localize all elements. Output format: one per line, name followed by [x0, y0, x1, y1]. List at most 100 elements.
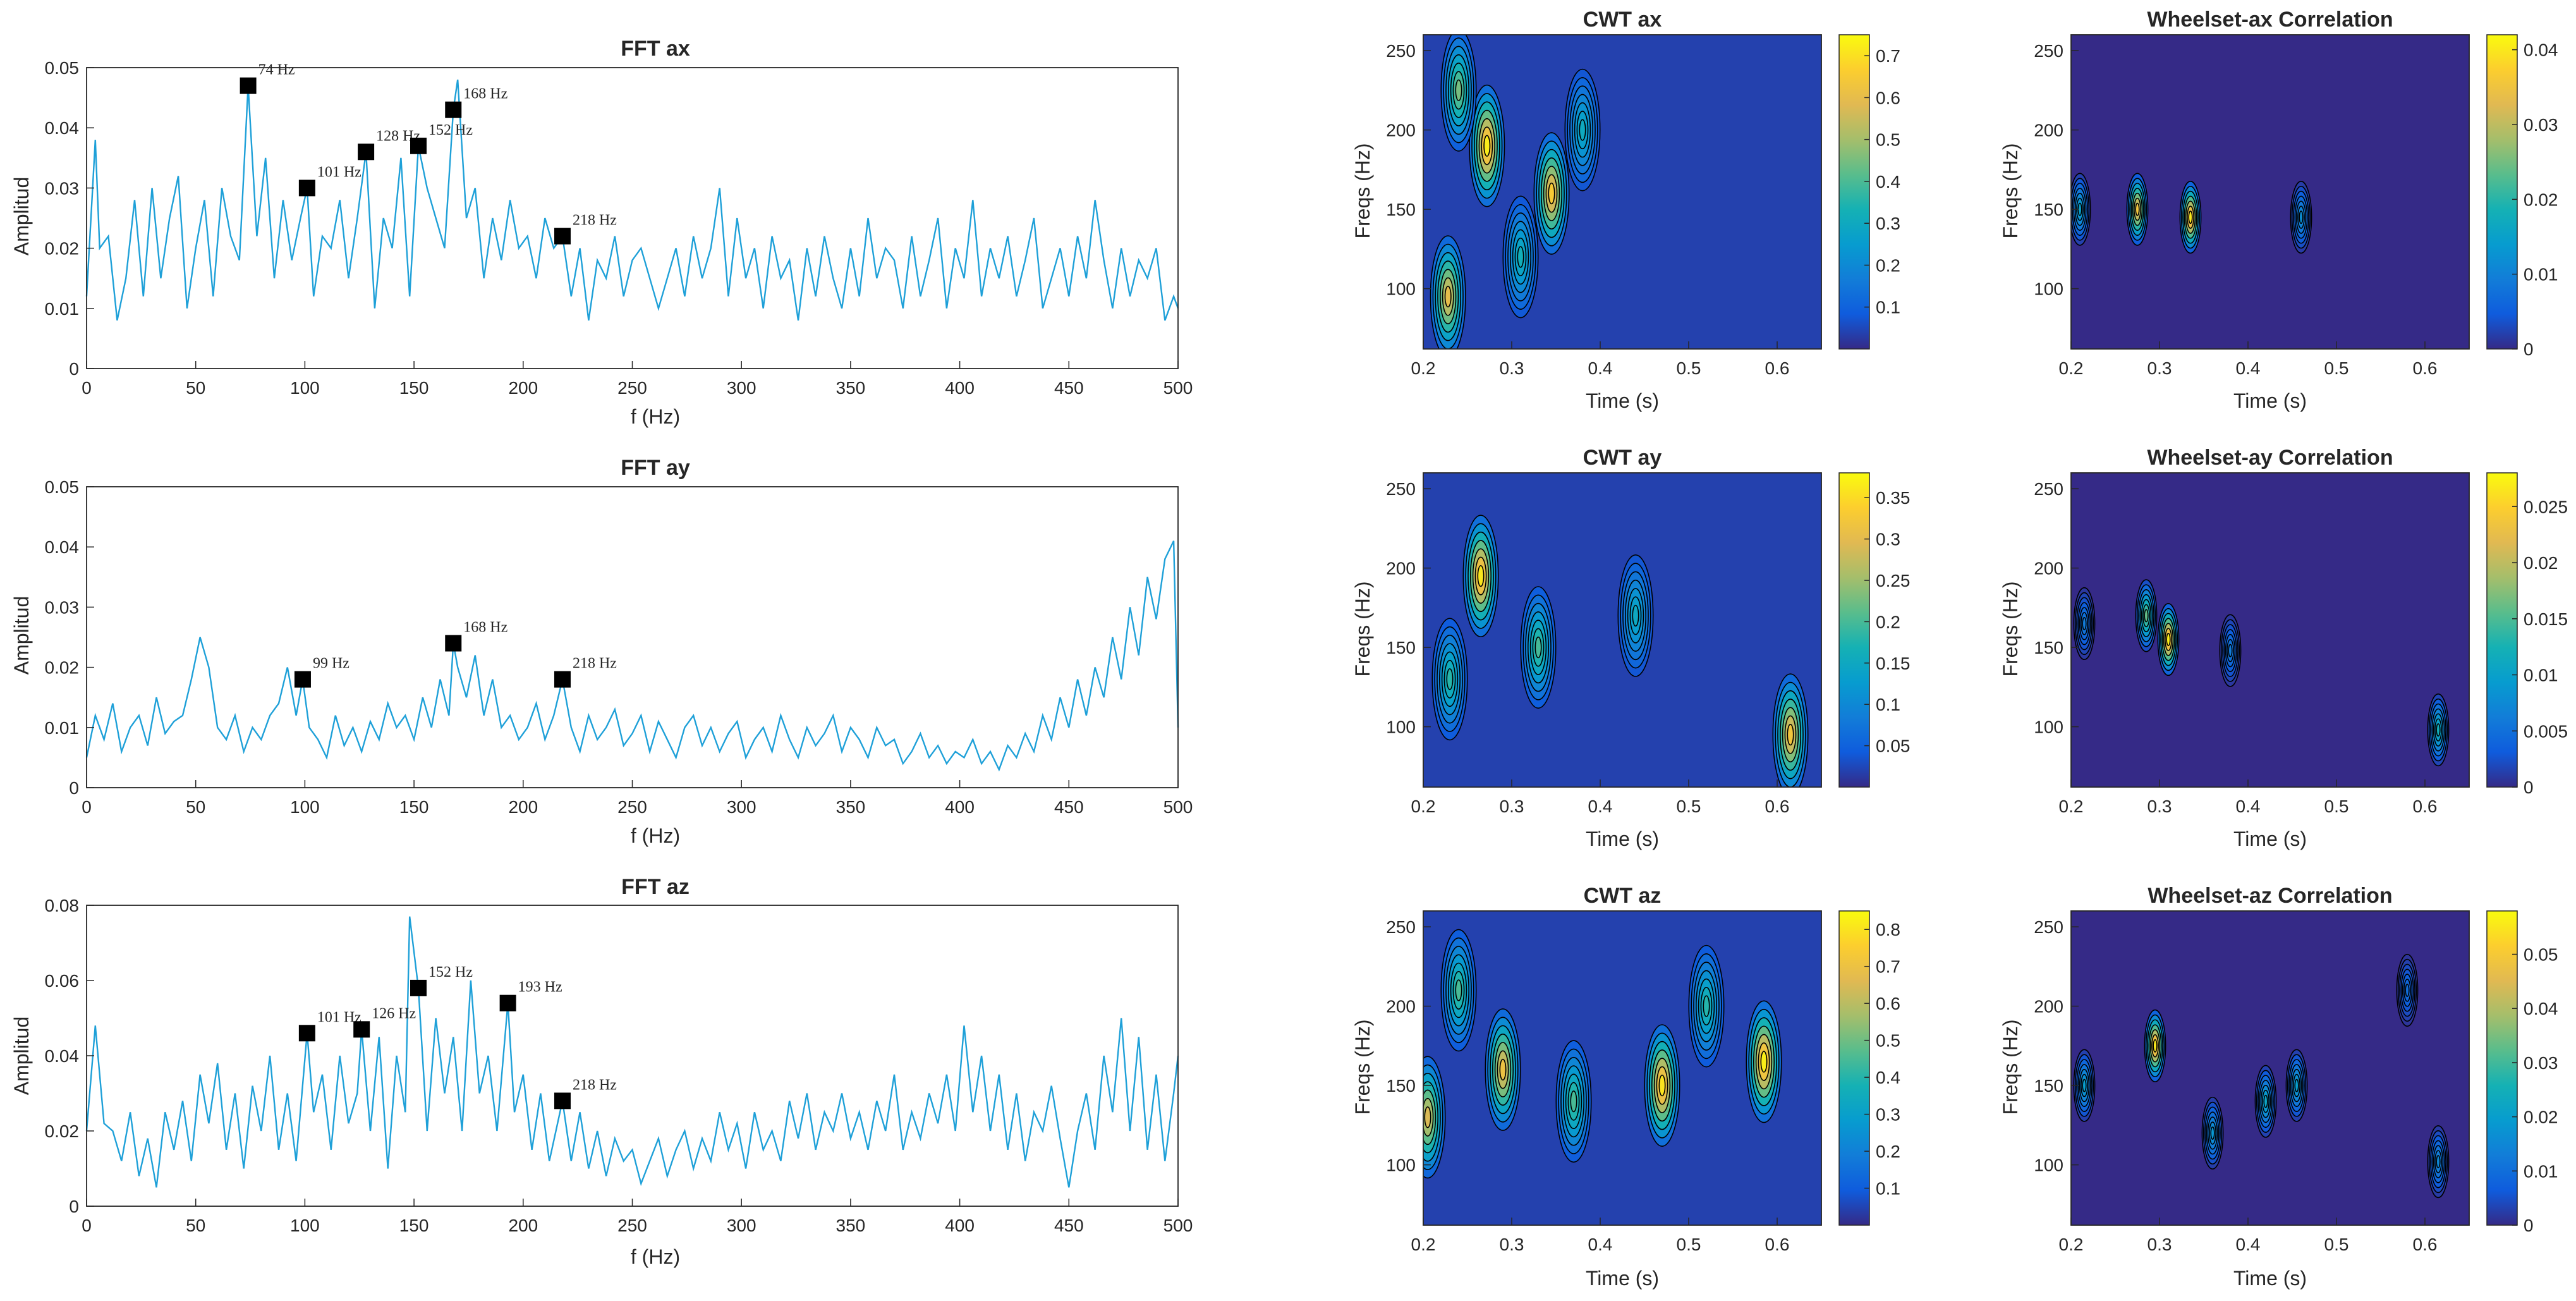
chart-title: Wheelset-az Correlation — [2148, 884, 2392, 908]
x-tick-label: 0.2 — [2059, 1235, 2084, 1254]
x-tick-label: 150 — [399, 797, 429, 817]
peak-marker — [445, 101, 462, 118]
peak-marker — [499, 994, 516, 1011]
contour-level — [1570, 1090, 1577, 1113]
contour-level — [2294, 1078, 2299, 1092]
axes-frame — [1423, 472, 1822, 788]
y-axis-label: Freqs (Hz) — [1999, 1019, 2022, 1115]
y-tick-label: 250 — [1386, 917, 1416, 937]
heatmap-field — [1423, 35, 1821, 349]
x-axis-label: Time (s) — [2233, 389, 2307, 412]
colorbar-tick-label: 0.01 — [2524, 265, 2558, 284]
panel-corr-ax: Wheelset-ax Correlation 0 0.01 0.02 0.03 0.0… — [1999, 8, 2558, 412]
y-axis-label: Freqs (Hz) — [1999, 581, 2022, 676]
y-tick-label: 200 — [2034, 997, 2063, 1017]
colorbar-tick-label: 0.15 — [1876, 654, 1911, 673]
colorbar-tick-label: 0.01 — [2524, 1161, 2558, 1181]
y-tick-label: 0.05 — [45, 477, 80, 497]
x-tick-label: 350 — [836, 378, 866, 398]
x-tick-label: 400 — [945, 378, 975, 398]
y-tick-label: 100 — [2034, 279, 2063, 299]
contour-level — [2153, 1039, 2158, 1053]
plot-area: 0.05 0.1 0.15 0.2 0.25 0.3 0.35 0.2 0.3 0.4 0.5 0.6… — [1386, 472, 1911, 816]
y-tick-label: 0 — [69, 359, 79, 379]
contour-level — [2436, 1155, 2441, 1169]
y-tick-label: 100 — [1386, 1156, 1416, 1175]
contour-level — [1632, 604, 1639, 627]
contour-level — [2188, 211, 2193, 224]
peak-marker — [554, 671, 571, 688]
y-tick-label: 150 — [1386, 200, 1416, 219]
axes-frame — [2070, 472, 2470, 788]
contour-level — [1760, 1051, 1768, 1073]
colorbar-tick-label: 0.005 — [2524, 721, 2568, 741]
colorbar-tick-label: 0.5 — [1876, 130, 1900, 150]
heatmap-field — [2071, 473, 2469, 787]
heatmap-field — [2071, 911, 2469, 1225]
x-tick-label: 250 — [617, 797, 647, 817]
heatmap-background — [2071, 473, 2469, 787]
x-tick-label: 150 — [399, 1216, 429, 1235]
heatmap-field — [1423, 911, 1821, 1225]
x-tick-label: 100 — [290, 797, 320, 817]
colorbar-tick-label: 0.7 — [1876, 46, 1900, 66]
axes-frame — [1423, 34, 1822, 350]
y-tick-label: 100 — [1386, 718, 1416, 737]
y-tick-label: 0.05 — [45, 58, 80, 78]
axes-frame — [2070, 34, 2470, 350]
plot-area: 0 0.01 0.02 0.03 0.04 0.05 0.2 0.3 0.4 0.5 0.6 100 1… — [2034, 910, 2558, 1254]
x-tick-label: 0.6 — [1765, 358, 1790, 378]
y-tick-label: 150 — [2034, 1076, 2063, 1096]
y-tick-label: 0.02 — [45, 658, 80, 678]
contour-level — [2405, 984, 2410, 998]
x-tick-label: 0.3 — [2148, 797, 2172, 816]
chart-title: CWT ay — [1583, 446, 1662, 470]
x-axis-label: f (Hz) — [631, 824, 680, 847]
colorbar-tick-label: 0 — [2524, 339, 2534, 359]
x-tick-label: 200 — [508, 797, 538, 817]
x-tick-label: 200 — [508, 378, 538, 398]
y-tick-label: 0.03 — [45, 597, 80, 617]
x-tick-label: 0.3 — [1500, 797, 1524, 816]
x-tick-label: 0.4 — [2236, 797, 2261, 816]
colorbar-tick-label: 0.35 — [1876, 488, 1911, 508]
x-tick-label: 100 — [290, 378, 320, 398]
x-tick-label: 300 — [727, 797, 756, 817]
colorbar-tick-label: 0.7 — [1876, 957, 1900, 977]
x-tick-label: 0.3 — [1500, 1235, 1524, 1254]
y-tick-label: 150 — [1386, 638, 1416, 657]
colorbar-tick-label: 0.1 — [1876, 298, 1900, 317]
y-tick-label: 100 — [2034, 718, 2063, 737]
panel-cwt-ay: CWT ay 0.050.10.150.20.250.30.350.2 0.3 0.… — [1351, 446, 1911, 850]
x-tick-label: 0.5 — [1677, 797, 1701, 816]
heatmap-field — [1423, 473, 1821, 787]
peak-marker — [554, 228, 571, 245]
chart-title: CWT az — [1584, 884, 1662, 908]
contour-level — [2082, 1078, 2087, 1092]
panel-corr-az: Wheelset-az Correlation 0 0.01 0.02 0.03 0.0… — [1999, 884, 2558, 1290]
y-tick-label: 0.01 — [45, 718, 80, 738]
x-axis-label: Time (s) — [2233, 1267, 2307, 1290]
x-tick-label: 50 — [186, 1216, 205, 1235]
x-tick-label: 200 — [508, 1216, 538, 1235]
contour-level — [1455, 979, 1462, 1001]
chart-title: CWT ax — [1583, 8, 1662, 32]
colorbar-tick-label: 0.02 — [2524, 190, 2558, 209]
y-tick-label: 0.04 — [45, 537, 80, 557]
colorbar-tick-label: 0.2 — [1876, 255, 1900, 275]
x-tick-label: 150 — [399, 378, 429, 398]
colorbar-tick-label: 0.015 — [2524, 609, 2568, 629]
y-tick-label: 0 — [69, 1197, 79, 1216]
x-tick-label: 0.5 — [2324, 797, 2349, 816]
plot-area: 0 0.01 0.02 0.03 0.04 0.2 0.3 0.4 0.5 0.6 100 150 20… — [2034, 34, 2558, 378]
x-tick-label: 350 — [836, 1216, 866, 1235]
x-tick-label: 0.4 — [1588, 797, 1613, 816]
peak-label: 152 Hz — [428, 964, 473, 980]
x-tick-label: 100 — [290, 1216, 320, 1235]
x-tick-label: 0.2 — [1411, 1235, 1436, 1254]
y-tick-label: 0.04 — [45, 1046, 80, 1066]
series-line — [85, 541, 1179, 772]
